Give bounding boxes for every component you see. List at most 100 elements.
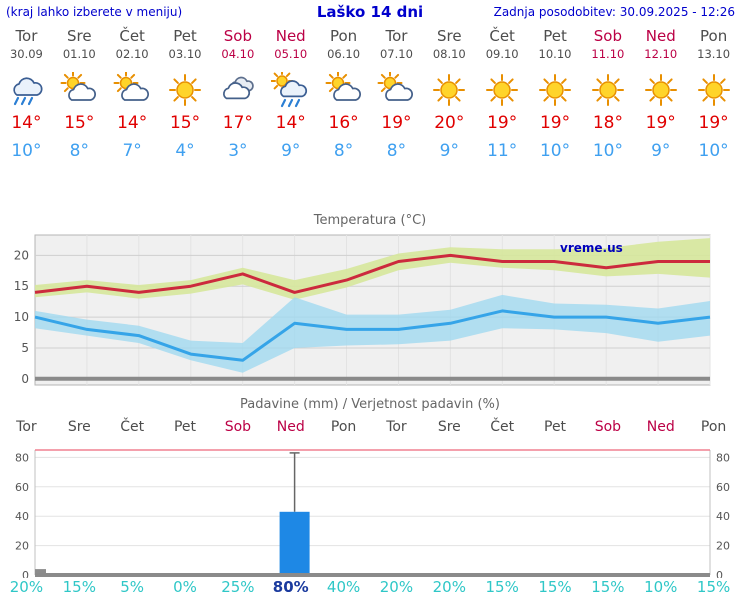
day-name: Pon	[329, 27, 358, 45]
day-name: Čet	[119, 27, 145, 45]
day-name: Sre	[66, 27, 92, 45]
temp-min: 9°	[281, 141, 301, 161]
day-name: Ned	[645, 27, 676, 45]
temp-max: 19°	[381, 113, 412, 133]
precip-y-tick-right: 40	[716, 510, 730, 523]
forecast-day: Sre 08.10 20° 9°	[423, 27, 476, 161]
forecast-day: Pet 10.10 19° 10°	[529, 27, 582, 161]
weather-icon-sunny	[423, 70, 476, 110]
precip-y-tick-right: 0	[716, 569, 723, 578]
day-name: Sob	[223, 27, 252, 45]
day-date: 13.10	[697, 47, 731, 61]
weather-icon-partly-cloudy	[317, 70, 370, 110]
temp-min: 10°	[592, 141, 623, 161]
forecast-day: Čet 09.10 19° 11°	[476, 27, 529, 161]
sunny-icon	[486, 74, 519, 106]
precip-y-tick-left: 0	[22, 569, 29, 578]
day-date: 10.10	[538, 47, 572, 61]
weather-icon-sunny	[159, 70, 212, 110]
temp-min: 8°	[386, 141, 407, 161]
precip-day-label: Pet	[173, 419, 197, 435]
tmin-line	[34, 309, 711, 362]
precipitation-chart: Padavine (mm) / Verjetnost padavin (%) T…	[0, 396, 740, 598]
precip-probability: 15%	[591, 578, 625, 596]
day-date: 03.10	[168, 47, 202, 61]
precip-y-tick-left: 60	[15, 481, 29, 494]
temp-max: 19°	[698, 113, 729, 133]
day-date: 11.10	[591, 47, 625, 61]
day-date: 08.10	[432, 47, 466, 61]
temp-min: 7°	[122, 141, 142, 161]
precip-day-label: Pon	[330, 419, 357, 435]
temp-min: 9°	[439, 141, 459, 161]
forecast-day: Čet 02.10 14° 7°	[106, 27, 159, 161]
day-name: Ned	[275, 27, 306, 45]
forecast-day: Pon 13.10 19° 10°	[687, 27, 740, 161]
precip-probability: 20%	[432, 578, 466, 596]
precip-probability: 80%	[272, 578, 309, 596]
rain-sun-icon	[270, 72, 307, 108]
temp-y-tick: 10	[14, 310, 29, 324]
rain-icon	[13, 77, 43, 106]
day-name: Pet	[543, 27, 567, 45]
forecast-day: Pet 03.10 15° 4°	[159, 27, 212, 161]
day-date: 09.10	[485, 47, 519, 61]
partly-cloudy-icon	[113, 72, 150, 101]
temperature-plot: 0 5 10 15 20 vreme.us	[14, 234, 711, 386]
temp-max: 14°	[117, 113, 148, 133]
weather-icon-sunny	[581, 70, 634, 110]
precip-day-label: Sre	[67, 419, 91, 435]
day-name: Pet	[173, 27, 197, 45]
forecast-day-strip: Tor 30.09 14° 10° Sre 01.10 15° 8° Čet 02.10 14° 7°…	[0, 27, 740, 161]
sunny-icon	[169, 74, 201, 106]
temp-min: 9°	[651, 141, 671, 161]
precip-day-label: Sre	[437, 419, 461, 435]
temperature-chart-title: Temperatura (°C)	[313, 213, 427, 228]
temp-max: 19°	[539, 113, 571, 133]
partly-cloudy-icon	[60, 72, 97, 101]
minor-precip-mark	[35, 569, 46, 575]
precip-day-label: Čet	[490, 419, 515, 435]
precip-day-label: Tor	[16, 419, 37, 435]
partly-cloudy-icon	[377, 72, 414, 101]
precip-probability: 10%	[644, 578, 678, 596]
precip-y-tick-right: 80	[716, 451, 730, 464]
temp-min: 11°	[487, 141, 518, 161]
forecast-day: Sob 04.10 17° 3°	[211, 27, 264, 161]
temp-y-tick: 5	[21, 341, 29, 355]
precip-day-label: Ned	[276, 419, 305, 435]
precipitation-day-labels: Tor Sre Čet Pet Sob Ned Pon Tor Sre Čet Pet Sob Ned P…	[0, 416, 740, 438]
location-menu-hint: (kraj lahko izberete v meniju)	[6, 5, 183, 19]
sunny-icon	[591, 74, 624, 106]
temp-min: 4°	[175, 141, 195, 161]
weather-icon-sunny	[687, 70, 740, 110]
precip-y-tick-left: 20	[15, 540, 29, 553]
temp-max: 15°	[64, 113, 95, 133]
temp-max: 15°	[169, 113, 201, 133]
precip-day-label: Pon	[700, 419, 727, 435]
temp-min: 3°	[228, 141, 248, 161]
sunny-icon	[539, 74, 572, 106]
partly-cloudy-icon	[325, 72, 361, 101]
temp-min: 10°	[11, 141, 42, 161]
precip-probability: 15%	[62, 578, 96, 596]
sunny-icon	[644, 74, 677, 106]
temp-min: 10°	[698, 141, 729, 161]
day-name: Čet	[489, 27, 515, 45]
precip-y-tick-left: 80	[15, 451, 29, 464]
last-update: Zadnja posodobitev: 30.09.2025 - 12:26	[493, 5, 735, 19]
precipitation-probability-row: 20% 15% 5% 0% 25% 80% 40% 20% 20% 15% 15% 15% 10% 15%	[0, 578, 740, 598]
weather-icon-partly-cloudy	[370, 70, 423, 110]
precipitation-chart-title: Padavine (mm) / Verjetnost padavin (%)	[240, 397, 500, 412]
temp-max: 14°	[11, 113, 42, 133]
precip-probability: 15%	[485, 578, 519, 596]
precip-probability: 0%	[173, 578, 197, 596]
day-date: 01.10	[62, 47, 96, 61]
precip-day-label: Ned	[646, 419, 675, 435]
weather-icon-sunny	[476, 70, 529, 110]
precipitation-plot: 0 0 20 20 40 40 60 60 80 80	[15, 449, 730, 578]
precip-probability: 40%	[326, 578, 361, 596]
precip-probability: 15%	[696, 578, 731, 596]
temp-max: 18°	[592, 113, 623, 133]
weather-icon-partly-cloudy	[53, 70, 106, 110]
